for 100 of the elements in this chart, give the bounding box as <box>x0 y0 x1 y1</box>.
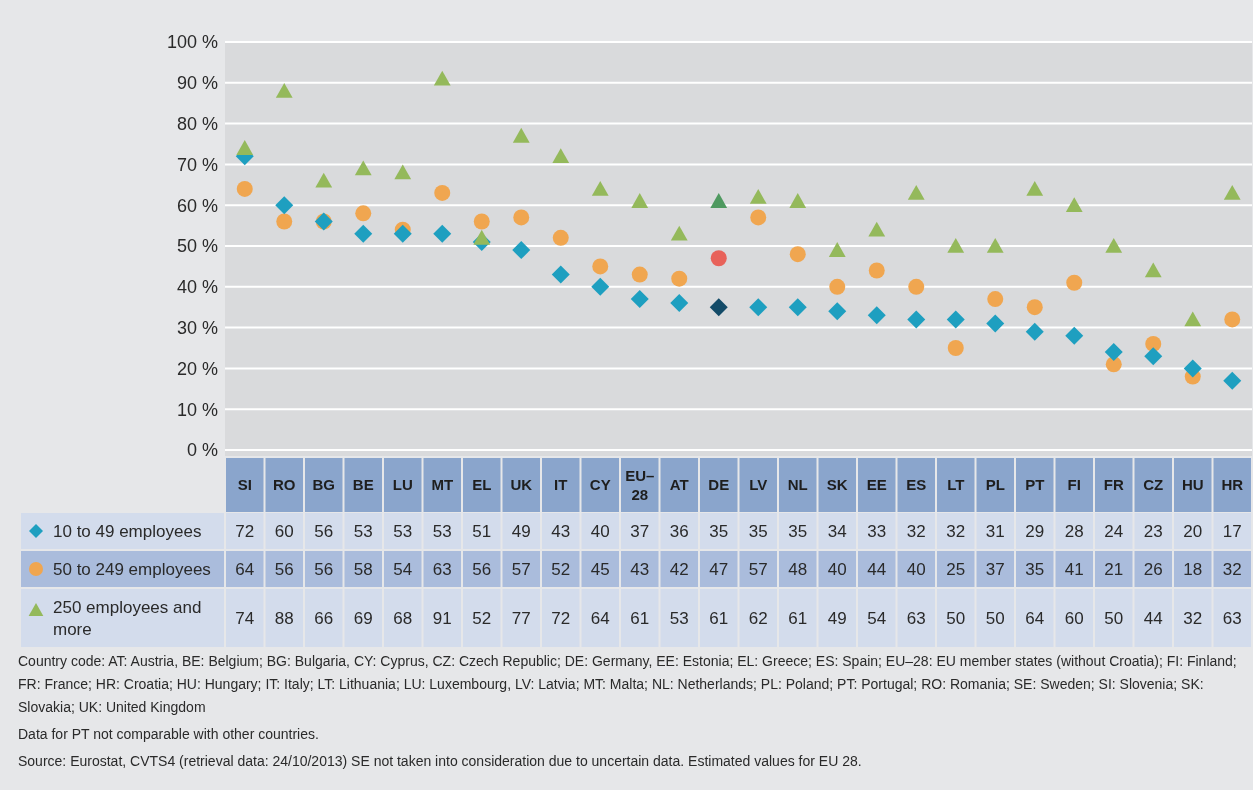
point <box>1066 274 1083 291</box>
data-label: 44 <box>1143 609 1163 629</box>
point <box>1183 359 1202 378</box>
point <box>393 224 412 243</box>
point <box>907 310 926 329</box>
x-tick-label: EU–28 <box>625 466 655 503</box>
point <box>552 229 569 246</box>
data-label: 34 <box>827 522 847 542</box>
data-label: 32 <box>946 522 966 542</box>
point <box>512 127 530 143</box>
point <box>789 246 806 263</box>
data-label: 58 <box>353 560 373 580</box>
x-tick-label: AT <box>669 476 689 494</box>
data-label: 62 <box>748 609 768 629</box>
point <box>947 340 964 356</box>
data-label: 23 <box>1143 522 1163 542</box>
data-label: 77 <box>511 609 531 629</box>
point <box>512 241 531 260</box>
point <box>987 291 1004 308</box>
data-label: 47 <box>709 560 729 580</box>
data-label: 21 <box>1104 560 1124 580</box>
data-label: 50 <box>946 609 966 629</box>
data-label: 53 <box>669 609 689 629</box>
y-tick-label: 20 % <box>176 358 218 379</box>
y-tick-label: 90 % <box>176 73 218 94</box>
data-label: 52 <box>551 560 571 580</box>
data-label: 35 <box>709 522 729 542</box>
data-label: 37 <box>630 522 650 542</box>
x-tick-label: BE <box>352 476 374 494</box>
data-label: 64 <box>235 560 255 580</box>
data-label: 49 <box>511 522 531 542</box>
data-label: 56 <box>472 560 492 580</box>
x-tick-label: CY <box>589 476 611 494</box>
point <box>1144 262 1162 278</box>
point <box>828 302 847 321</box>
point <box>1026 180 1044 196</box>
point <box>552 148 570 164</box>
x-tick-label: EL <box>472 476 492 494</box>
data-label: 43 <box>630 560 650 580</box>
data-label: 35 <box>788 522 808 542</box>
x-tick-label: DE <box>708 476 730 494</box>
point <box>908 278 925 295</box>
point <box>789 193 807 208</box>
data-label: 72 <box>551 609 571 629</box>
y-tick-label: 30 % <box>176 318 218 339</box>
data-label: 74 <box>235 609 255 629</box>
data-label: 42 <box>669 560 689 580</box>
text: Country code: AT: Austria, BE: Belgium; BG: Bulgaria, CY: Cyprus, CZ: Czech Republic; DE: Germany, EE: Estonia; EL: Greece; ES: Spain; EU–28: EU member states (without Croatia); FI: Finland; FR: France; HR: Croatia; HU: Hungary; IT: Italy; LT: Lithuania; LU: Luxembourg, LV: Latvia; MT: Malta; NL: Netherlands; PL: Poland; PT: Portugal; RO: Romania; SE: Sweden; SI: Slovenia; SK: Slovakia; UK: United Kingdom <box>18 653 1237 715</box>
point <box>670 225 688 241</box>
data-label: 25 <box>946 560 966 580</box>
point <box>670 294 689 313</box>
point <box>354 224 373 243</box>
point <box>710 193 728 208</box>
legend-label: 250 employees and more <box>53 598 202 640</box>
data-label: 51 <box>472 522 492 542</box>
y-tick-label: 50 % <box>176 236 218 257</box>
data-label: 88 <box>274 609 294 629</box>
data-label: 35 <box>1025 560 1045 580</box>
point <box>433 70 451 86</box>
data-label: 64 <box>1025 609 1045 629</box>
data-label: 56 <box>314 522 334 542</box>
point <box>828 242 846 257</box>
x-tick-label: CZ <box>1143 476 1164 494</box>
data-label: 56 <box>314 560 334 580</box>
data-label: 57 <box>748 560 768 580</box>
y-tick-label: 40 % <box>176 277 218 298</box>
y-tick-label: 60 % <box>176 195 218 216</box>
point <box>1104 343 1123 362</box>
data-label: 63 <box>1222 609 1242 629</box>
point <box>710 250 727 267</box>
data-label: 64 <box>590 609 610 629</box>
point <box>1026 299 1043 316</box>
data-label: 29 <box>1025 522 1045 542</box>
point <box>1025 322 1044 341</box>
text: Data for PT not comparable with other countries. <box>18 726 319 742</box>
data-label: 36 <box>669 522 689 542</box>
legend-label: 50 to 249 employees <box>53 560 211 580</box>
x-tick-label: LU <box>392 476 413 494</box>
point <box>947 238 965 253</box>
data-label: 50 <box>1104 609 1124 629</box>
y-tick-label: 80 % <box>176 114 218 135</box>
point <box>276 213 293 230</box>
x-tick-label: EE <box>866 476 887 494</box>
x-tick-label: ES <box>906 476 927 494</box>
point <box>591 180 609 196</box>
data-label: 17 <box>1222 522 1242 542</box>
data-label: 53 <box>353 522 373 542</box>
point <box>1184 311 1202 327</box>
point <box>236 180 253 197</box>
x-tick-label: SK <box>826 476 848 494</box>
point <box>513 209 530 226</box>
data-label: 31 <box>985 522 1005 542</box>
legend-label: 10 to 49 employees <box>53 522 202 542</box>
data-label: 41 <box>1064 560 1084 580</box>
data-label: 60 <box>274 522 294 542</box>
data-label: 32 <box>1183 609 1203 629</box>
x-tick-label: LT <box>947 476 965 494</box>
point <box>907 184 925 200</box>
data-label: 44 <box>867 560 887 580</box>
point <box>631 193 649 208</box>
